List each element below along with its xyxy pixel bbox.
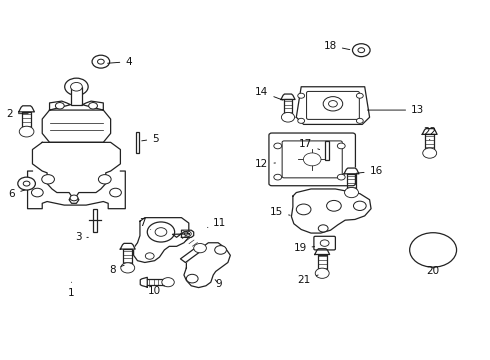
Polygon shape [344,168,359,174]
Circle shape [337,174,345,180]
Polygon shape [292,189,371,233]
Text: 19: 19 [294,243,315,253]
Circle shape [155,228,167,236]
Circle shape [89,103,98,109]
Circle shape [327,201,341,211]
Polygon shape [140,277,147,287]
Circle shape [356,93,363,98]
Circle shape [18,177,35,190]
Text: 6: 6 [9,189,25,199]
Circle shape [98,59,104,64]
Text: 7: 7 [139,218,151,229]
Circle shape [65,78,88,95]
Circle shape [318,225,328,232]
FancyBboxPatch shape [71,87,82,105]
Circle shape [194,243,206,253]
Circle shape [353,201,366,211]
Text: 14: 14 [255,87,283,100]
Circle shape [303,153,321,166]
Circle shape [71,82,82,91]
Circle shape [147,222,174,242]
FancyBboxPatch shape [282,141,342,178]
Circle shape [186,274,198,283]
Polygon shape [184,243,230,288]
Polygon shape [315,249,330,255]
Text: 3: 3 [74,232,88,242]
Circle shape [92,55,110,68]
Polygon shape [296,87,369,125]
Polygon shape [42,110,111,142]
Text: 21: 21 [298,275,318,285]
Polygon shape [49,101,71,110]
Text: 9: 9 [215,279,222,289]
Text: 5: 5 [142,134,159,144]
Circle shape [274,143,282,149]
Polygon shape [82,101,103,110]
Circle shape [281,112,294,122]
Circle shape [19,126,34,137]
Text: 13: 13 [368,105,424,115]
FancyBboxPatch shape [307,91,359,120]
Text: 4: 4 [107,57,132,67]
Circle shape [215,246,226,254]
Circle shape [23,181,30,186]
Text: 10: 10 [148,286,164,296]
Text: 16: 16 [356,166,383,176]
Text: 8: 8 [109,265,124,275]
Polygon shape [32,142,121,203]
Polygon shape [134,218,189,262]
Circle shape [320,240,329,246]
FancyBboxPatch shape [314,236,335,250]
Circle shape [337,143,345,149]
Circle shape [358,48,365,53]
Circle shape [410,233,457,267]
Circle shape [315,268,329,278]
Circle shape [423,148,437,158]
Circle shape [298,93,305,98]
Circle shape [344,188,359,198]
Polygon shape [27,171,125,209]
Text: 15: 15 [270,207,290,217]
Circle shape [121,263,135,273]
Circle shape [42,175,54,184]
Polygon shape [121,243,135,249]
Circle shape [352,44,370,57]
Polygon shape [180,246,202,262]
Polygon shape [422,129,437,134]
Circle shape [162,278,174,287]
Polygon shape [281,94,295,99]
Text: 11: 11 [208,218,226,228]
Polygon shape [181,230,194,237]
Circle shape [296,204,311,215]
Circle shape [184,231,191,236]
Text: 2: 2 [6,109,28,119]
Text: 17: 17 [299,139,319,149]
Text: 12: 12 [255,159,275,169]
Circle shape [356,118,363,123]
Polygon shape [19,106,34,112]
Text: 20: 20 [427,266,440,276]
FancyBboxPatch shape [269,133,355,186]
FancyBboxPatch shape [136,132,139,153]
Polygon shape [172,231,189,237]
FancyBboxPatch shape [325,140,329,160]
Circle shape [70,195,78,201]
Circle shape [31,188,43,197]
FancyBboxPatch shape [93,209,97,232]
Circle shape [110,188,122,197]
Text: 22: 22 [423,127,436,140]
Circle shape [274,174,282,180]
Circle shape [146,253,154,259]
Circle shape [329,100,337,107]
Text: 18: 18 [323,41,350,50]
Circle shape [298,118,305,123]
Circle shape [55,103,64,109]
Circle shape [98,175,111,184]
Text: 1: 1 [68,282,75,298]
Circle shape [323,96,343,111]
